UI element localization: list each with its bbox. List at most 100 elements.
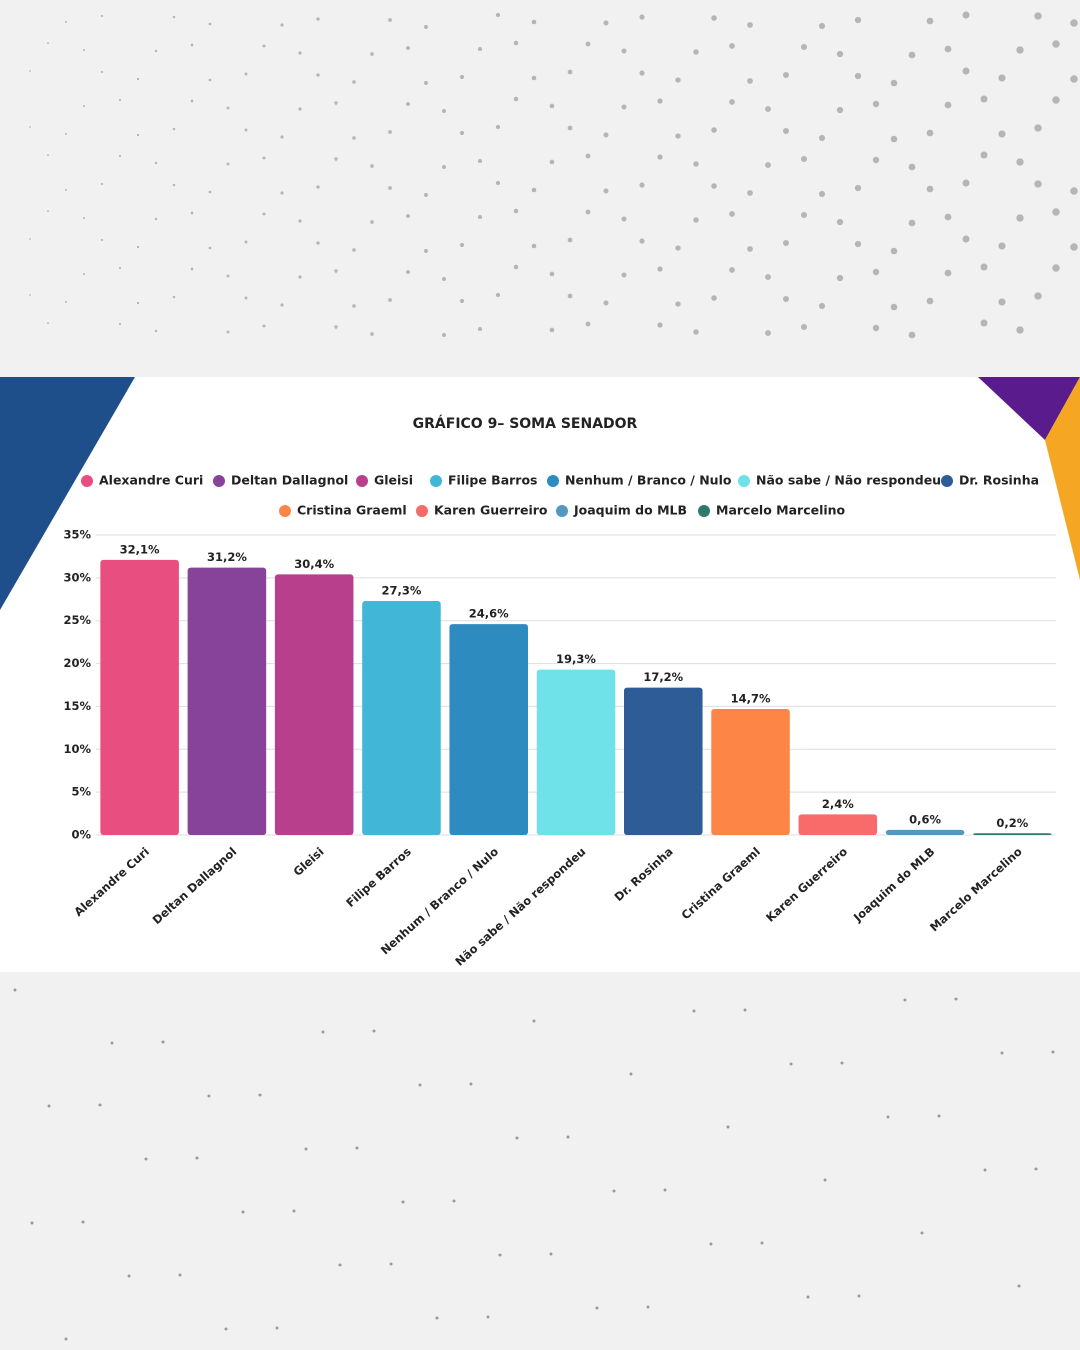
bar [449, 624, 528, 835]
decor-dot [30, 1221, 34, 1225]
decor-dot [836, 106, 844, 114]
decor-dot [47, 42, 49, 44]
legend-marker [279, 505, 291, 517]
legend-marker [738, 475, 750, 487]
decor-dot [980, 151, 988, 159]
decor-dot [418, 1083, 422, 1087]
decor-dot [760, 1241, 764, 1245]
decor-dot [639, 70, 645, 76]
decor-dot [800, 155, 808, 163]
decor-dot [389, 1262, 393, 1266]
decor-dot [477, 158, 483, 164]
decor-dot [195, 1156, 199, 1160]
decor-dot [370, 332, 374, 336]
decor-dot [657, 266, 663, 272]
bar [624, 687, 703, 835]
decor-dot [262, 44, 266, 48]
decor-dot [406, 46, 410, 50]
decor-dot [321, 1030, 325, 1034]
value-label: 19,3% [556, 652, 596, 666]
decor-dot [531, 243, 537, 249]
decor-dot [316, 185, 320, 189]
decor-dot [806, 1295, 810, 1299]
bar [100, 559, 179, 835]
decor-dot [172, 15, 176, 19]
decor-dot [1052, 40, 1060, 48]
decor-dot [693, 161, 699, 167]
y-tick-label: 10% [63, 742, 91, 756]
decor-dot [937, 1114, 941, 1118]
value-label: 14,7% [731, 692, 771, 706]
decor-dot [903, 998, 907, 1002]
decor-dot [154, 161, 158, 165]
decor-dot [136, 301, 140, 305]
decor-dot [406, 102, 410, 106]
decor-dot [998, 74, 1006, 82]
decor-dot [765, 330, 771, 336]
legend-label: Cristina Graeml [297, 503, 407, 518]
decor-dot [944, 213, 952, 221]
corner-decoration [978, 377, 1080, 440]
decor-dot [244, 72, 248, 76]
decor-dot [944, 45, 952, 53]
decor-dot [585, 41, 591, 47]
decor-dot [280, 303, 284, 307]
bar [187, 567, 267, 835]
y-tick-label: 5% [71, 785, 91, 799]
decor-dot [82, 48, 86, 52]
decor-dot [783, 296, 789, 302]
decor-dot [226, 330, 230, 334]
decor-dot [603, 300, 609, 306]
decor-dot [352, 136, 356, 140]
decor-dot [783, 128, 789, 134]
decor-dot [836, 218, 844, 226]
decor-dot [424, 249, 428, 253]
decor-dot [621, 104, 627, 110]
decor-dot [355, 1146, 359, 1150]
decor-dot [190, 211, 194, 215]
decor-dot [595, 1306, 599, 1310]
decor-dot [926, 129, 934, 137]
legend-label: Nenhum / Branco / Nulo [565, 473, 732, 488]
decor-dot [726, 1125, 730, 1129]
decor-dot [709, 1242, 713, 1246]
decor-dot [1070, 243, 1078, 251]
decor-dot [388, 298, 392, 302]
decor-dot [154, 217, 158, 221]
decor-dot [498, 1253, 502, 1257]
decor-dot [226, 274, 230, 278]
decor-dot [1016, 326, 1024, 334]
decor-dot [82, 104, 86, 108]
decor-dot [908, 163, 916, 171]
decor-dot [747, 78, 753, 84]
decor-dot [477, 326, 483, 332]
decor-dot [1017, 1284, 1021, 1288]
decor-dot [1016, 46, 1024, 54]
decor-dot [275, 1326, 279, 1330]
decor-dot [136, 77, 140, 81]
decor-dot [800, 211, 808, 219]
decor-dot [729, 267, 735, 273]
decor-dot [657, 322, 663, 328]
decor-dot [980, 319, 988, 327]
decor-dot [663, 1188, 667, 1192]
decor-dot [292, 1209, 296, 1213]
decor-dot [334, 325, 338, 329]
decor-dot [743, 1008, 747, 1012]
decor-dot [962, 67, 970, 75]
decor-dot [603, 132, 609, 138]
decor-dot [100, 70, 104, 74]
legend-label: Gleisi [374, 473, 413, 488]
decor-dot [1016, 158, 1024, 166]
decor-dot [854, 240, 862, 248]
value-label: 31,2% [207, 550, 247, 564]
decor-dot [100, 14, 104, 18]
decor-dot [388, 130, 392, 134]
decor-dot [639, 182, 645, 188]
decor-dot [280, 191, 284, 195]
decor-dot [657, 98, 663, 104]
decor-dot [334, 101, 338, 105]
decor-dot [711, 183, 717, 189]
legend-label: Marcelo Marcelino [716, 503, 846, 518]
decor-dot [98, 1103, 102, 1107]
